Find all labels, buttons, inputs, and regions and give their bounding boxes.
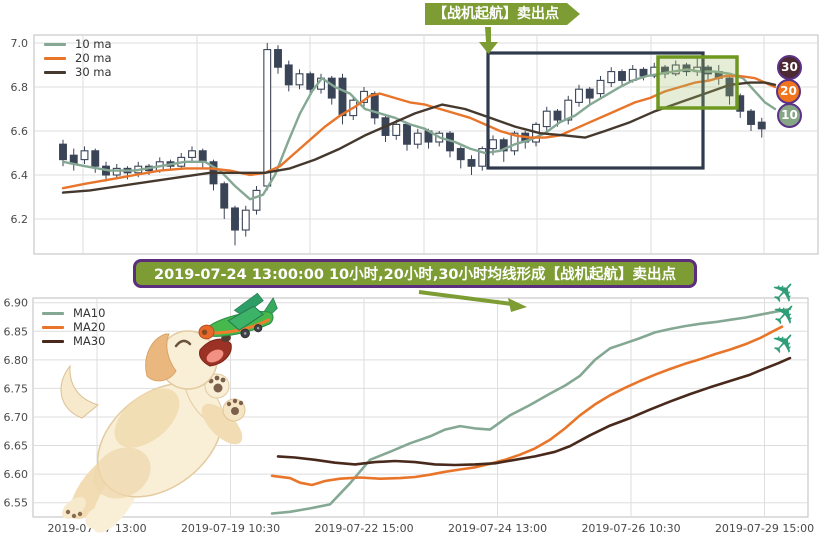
svg-text:6.4: 6.4 [11, 169, 29, 182]
svg-text:6.90: 6.90 [4, 297, 29, 310]
svg-text:2019-07-24 13:00: 2019-07-24 13:00 [448, 522, 547, 535]
svg-text:6.80: 6.80 [4, 354, 29, 367]
sell-point-flag: 【战机起航】卖出点 [425, 3, 580, 25]
svg-text:6.8: 6.8 [11, 81, 29, 94]
top-chart-y-tick-labels: 7.0 6.8 6.6 6.4 6.2 [11, 37, 29, 226]
svg-text:2019-07-19 10:30: 2019-07-19 10:30 [181, 522, 280, 535]
svg-text:2019-07-29 15:00: 2019-07-29 15:00 [715, 522, 814, 535]
ma30-line-swatch [42, 339, 64, 343]
legend-item-ma10: MA10 [42, 306, 105, 320]
ma30-badge: 30 [777, 55, 802, 80]
svg-text:6.6: 6.6 [11, 125, 29, 138]
ma10-line-swatch [42, 311, 64, 315]
legend-label: MA20 [73, 320, 106, 334]
legend-item-10ma: 10 ma [44, 37, 112, 51]
svg-text:2019-07-26 10:30: 2019-07-26 10:30 [581, 522, 680, 535]
legend-label: MA10 [73, 306, 106, 320]
svg-text:6.60: 6.60 [4, 468, 29, 481]
svg-text:2019-07-22 15:00: 2019-07-22 15:00 [314, 522, 413, 535]
banner-pointer-arrow-icon [418, 290, 527, 312]
airplane-icons: ✈✈✈ [764, 272, 808, 365]
top-ma-lines [61, 68, 777, 201]
bottom-chart-y-tick-labels: 6.90 6.85 6.80 6.75 6.70 6.65 6.60 6.55 [4, 297, 29, 510]
top-chart-grid [33, 34, 819, 255]
bottom-chart-x-tick-labels: 2019-07-17 13:00 2019-07-19 10:30 2019-07-… [47, 522, 814, 535]
svg-text:6.55: 6.55 [4, 497, 29, 510]
ma20-badge: 20 [776, 79, 801, 104]
ma20-line-swatch [42, 325, 64, 329]
legend-label: MA30 [73, 334, 106, 348]
legend-item-20ma: 20 ma [44, 51, 112, 65]
legend-item-ma20: MA20 [42, 320, 105, 334]
legend-label: 30 ma [75, 65, 112, 79]
svg-text:7.0: 7.0 [11, 37, 29, 50]
airplane-icon: ✈ [764, 323, 807, 365]
svg-text:6.2: 6.2 [11, 213, 29, 226]
flag-down-arrow-icon [479, 27, 498, 54]
svg-text:6.85: 6.85 [4, 325, 29, 338]
legend-label: 10 ma [75, 37, 112, 51]
toy-plane-illustration [198, 292, 278, 340]
svg-text:6.75: 6.75 [4, 382, 29, 395]
ma30-line-swatch [44, 70, 66, 74]
bottom-ma-lines [270, 307, 792, 515]
bottom-chart-legend: MA10 MA20 MA30 [42, 306, 105, 348]
sell-signal-boxes [486, 51, 739, 170]
legend-item-30ma: 30 ma [44, 65, 112, 79]
legend-label: 20 ma [75, 51, 112, 65]
ma10-badge: 10 [777, 103, 802, 128]
svg-text:6.65: 6.65 [4, 440, 29, 453]
ma10-line-swatch [44, 42, 66, 46]
bottom-chart: 6.90 6.85 6.80 6.75 6.70 6.65 6.60 6.55 2019-07… [4, 272, 815, 535]
sell-signal-banner: 2019-07-24 13:00:00 10小时,20小时,30小时均线形成【战… [133, 259, 697, 288]
top-chart: 7.0 6.8 6.6 6.4 6.2 [11, 27, 819, 255]
ma20-line-swatch [44, 56, 66, 60]
legend-item-ma30: MA30 [42, 334, 105, 348]
top-chart-legend: 10 ma 20 ma 30 ma [44, 37, 112, 79]
dog-with-toy-plane-illustration [60, 330, 246, 533]
svg-text:6.70: 6.70 [4, 411, 29, 424]
